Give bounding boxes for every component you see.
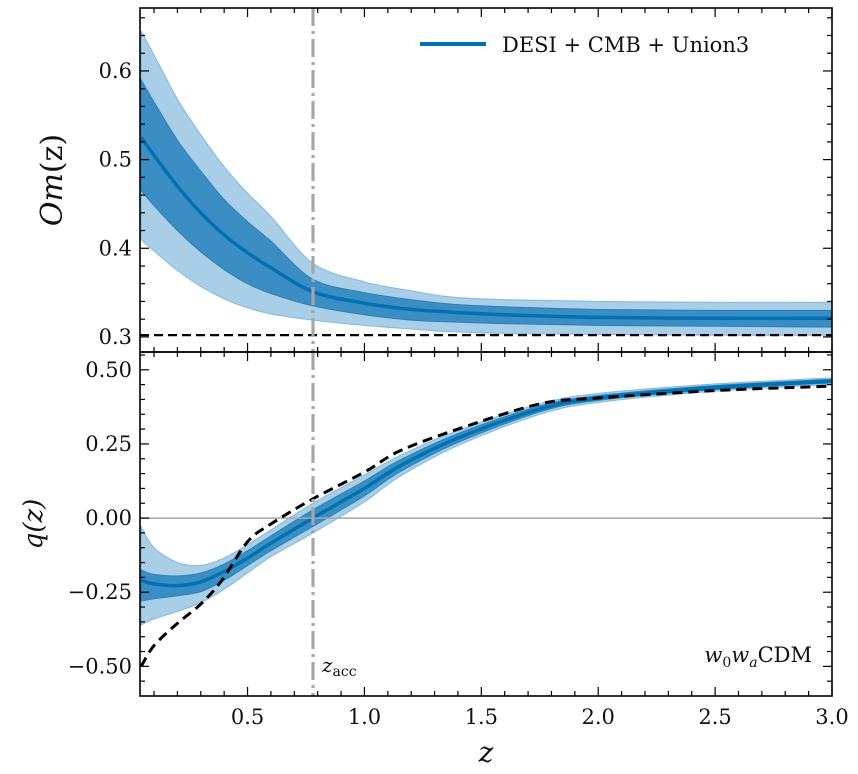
om-2sigma-band xyxy=(140,30,832,336)
zacc-main: z xyxy=(321,653,333,677)
legend-label: DESI + CMB + Union3 xyxy=(502,33,749,57)
q-xtick-label: 0.5 xyxy=(231,705,264,729)
zacc-label: zacc xyxy=(321,653,357,680)
q-xtick-label: 3.0 xyxy=(815,705,848,729)
q-ytick-label: 0.25 xyxy=(85,432,132,456)
q-xtick-labels: 0.5 1.0 1.5 2.0 2.5 3.0 xyxy=(231,705,849,729)
q-ylabel-text: q(z) xyxy=(19,499,49,550)
q-plot-area xyxy=(140,352,832,696)
q-ytick-label: −0.25 xyxy=(68,580,132,604)
q-ytick-labels: −0.50 −0.25 0.00 0.25 0.50 xyxy=(68,358,132,679)
q-xtick-label: 1.5 xyxy=(465,705,498,729)
om-ytick-label: 0.5 xyxy=(99,148,132,172)
q-ylabel: q(z) xyxy=(19,499,49,550)
om-ytick-label: 0.6 xyxy=(99,59,132,83)
q-xtick-label: 1.0 xyxy=(348,705,381,729)
om-panel: 0.3 0.4 0.5 0.6 Om(z) DESI + CMB + Union3 xyxy=(35,7,833,353)
model-w2: w xyxy=(731,643,749,667)
om-ytick-label: 0.4 xyxy=(99,236,132,260)
q-panel: −0.50 −0.25 0.00 0.25 0.50 0.5 1.0 1.5 2.0 2.5 3.… xyxy=(19,351,849,769)
om-plot-area xyxy=(140,8,832,352)
model-cdm: CDM xyxy=(758,643,812,667)
om-ticks xyxy=(140,8,833,352)
q-xtick-label: 2.0 xyxy=(582,705,615,729)
om-ylabel: Om(z) xyxy=(35,134,70,226)
q-xtick-label: 2.5 xyxy=(698,705,731,729)
q-1sigma-band xyxy=(140,378,832,602)
q-2sigma-band xyxy=(140,377,832,626)
q-lcdm-reference xyxy=(140,384,832,668)
om-ylabel-main: Om xyxy=(35,173,70,226)
q-ytick-label: −0.50 xyxy=(68,654,132,678)
q-ytick-label: 0.50 xyxy=(85,358,132,382)
om-ylabel-paren: (z) xyxy=(35,134,70,173)
om-ytick-labels: 0.3 0.4 0.5 0.6 xyxy=(99,59,132,349)
q-ticks xyxy=(140,352,833,696)
om-1sigma-band xyxy=(140,77,832,328)
model-w: w xyxy=(704,643,722,667)
zacc-subscript: acc xyxy=(333,664,357,680)
model-annotation: w0waCDM xyxy=(704,643,812,671)
model-wa-sub: a xyxy=(749,655,757,671)
model-w0-sub: 0 xyxy=(722,655,731,671)
om-mean-line xyxy=(140,136,832,321)
om-ytick-label: 0.3 xyxy=(99,325,132,349)
q-ytick-label: 0.00 xyxy=(85,506,132,530)
x-axis-label: z xyxy=(478,736,494,769)
legend: DESI + CMB + Union3 xyxy=(420,33,749,57)
q-axes-frame xyxy=(139,351,833,697)
